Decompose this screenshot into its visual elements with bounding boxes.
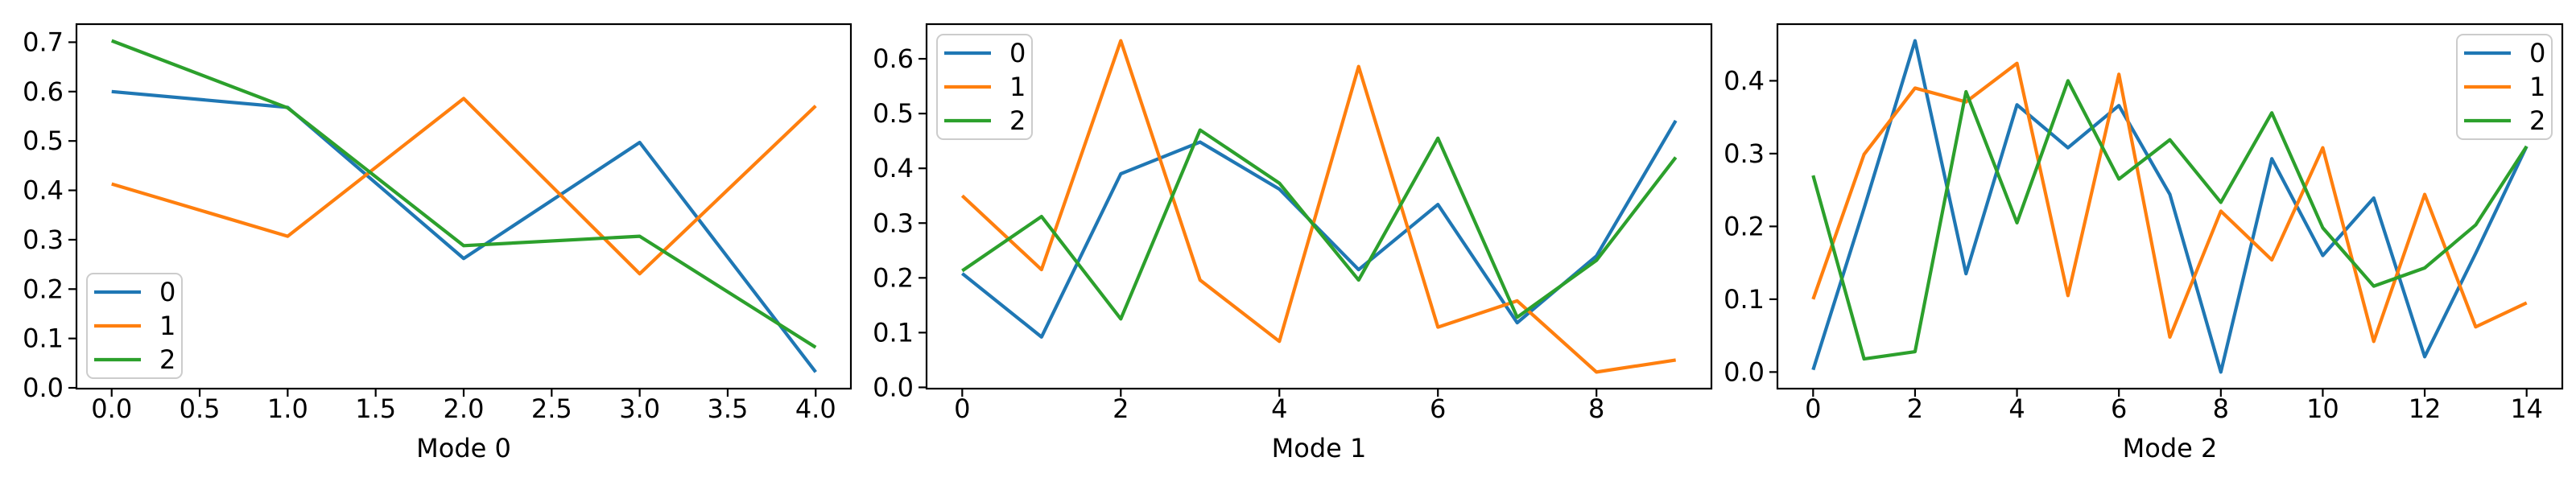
axes-face bbox=[76, 24, 851, 389]
legend: 0 12 bbox=[936, 34, 1033, 140]
y-tick-label: 0.4 bbox=[1724, 65, 1765, 96]
x-tick-label: 4 bbox=[1271, 393, 1287, 424]
y-tick-label: 0.3 bbox=[1724, 138, 1765, 169]
series-1-line bbox=[960, 39, 1676, 374]
x-tick-label: 4 bbox=[2008, 393, 2025, 424]
y-tick-label: 0.5 bbox=[23, 126, 64, 156]
x-tick-label: 0 bbox=[954, 393, 970, 424]
subplot-mode-0: 0.0 0.5 1.0 1.5 2.0 2.5 3.0 3.5 4.0 0.0 0.1 0.2 0.3 0… bbox=[23, 23, 852, 463]
y-tick-label: 0.1 bbox=[873, 317, 914, 348]
series-0-line bbox=[1811, 39, 2529, 374]
x-tick-label: 2.5 bbox=[531, 393, 572, 424]
y-tick-label: 0.2 bbox=[23, 274, 64, 304]
series-2-line bbox=[110, 39, 817, 349]
x-tick-label: 3.5 bbox=[708, 393, 749, 424]
x-tick-label: 6 bbox=[2111, 393, 2127, 424]
series-2-line bbox=[1811, 79, 2529, 361]
x-tick-label: 0 bbox=[1805, 393, 1821, 424]
x-axis-label: Mode 0 bbox=[416, 433, 511, 463]
x-tick-label: 6 bbox=[1430, 393, 1446, 424]
y-tick-label: 0.5 bbox=[873, 98, 914, 129]
y-tick-label: 0.4 bbox=[873, 153, 914, 183]
x-tick-label: 2 bbox=[1907, 393, 1923, 424]
legend-label-1: 1 bbox=[1009, 72, 1026, 102]
x-tick-label: 3.0 bbox=[619, 393, 660, 424]
legend: 0 12 bbox=[2456, 34, 2553, 140]
x-axis-label: Mode 2 bbox=[2123, 433, 2218, 463]
x-tick-label: 8 bbox=[2213, 393, 2229, 424]
legend-label-1: 1 bbox=[2529, 72, 2545, 102]
x-tick-label: 14 bbox=[2510, 393, 2543, 424]
series-1-line bbox=[1811, 61, 2528, 344]
x-tick-label: 12 bbox=[2409, 393, 2442, 424]
series-1-line bbox=[111, 97, 817, 276]
y-tick-label: 0.1 bbox=[23, 323, 64, 354]
legend: 0 12 bbox=[86, 273, 183, 379]
y-tick-label: 0.0 bbox=[873, 372, 914, 402]
y-tick-label: 0.0 bbox=[1724, 356, 1765, 387]
legend-label-2: 2 bbox=[1009, 105, 1026, 136]
y-tick-label: 0.4 bbox=[23, 175, 64, 206]
y-tick-label: 0.6 bbox=[873, 43, 914, 74]
axes-face bbox=[1777, 24, 2562, 389]
x-tick-label: 1.5 bbox=[355, 393, 396, 424]
legend-label-1: 1 bbox=[159, 311, 175, 341]
x-tick-label: 0.0 bbox=[91, 393, 132, 424]
y-tick-label: 0.1 bbox=[1724, 284, 1765, 315]
x-tick-label: 10 bbox=[2306, 393, 2339, 424]
x-tick-label: 4.0 bbox=[795, 393, 836, 424]
legend-label-0: 0 bbox=[159, 277, 175, 307]
y-tick-label: 0.7 bbox=[23, 27, 64, 57]
y-tick-label: 0.2 bbox=[873, 262, 914, 293]
y-tick-label: 0.2 bbox=[1724, 211, 1765, 241]
y-tick-label: 0.3 bbox=[873, 208, 914, 238]
x-tick-label: 2 bbox=[1113, 393, 1129, 424]
series-2-line bbox=[961, 128, 1678, 321]
axes-spines bbox=[1776, 23, 2564, 390]
legend-label-2: 2 bbox=[2529, 105, 2545, 136]
x-tick-label: 0.5 bbox=[180, 393, 221, 424]
y-tick-label: 0.6 bbox=[23, 76, 64, 107]
y-tick-label: 0.3 bbox=[23, 224, 64, 255]
legend-label-2: 2 bbox=[159, 344, 175, 375]
x-tick-label: 8 bbox=[1588, 393, 1604, 424]
legend-label-0: 0 bbox=[2529, 38, 2545, 68]
legend-label-0: 0 bbox=[1009, 38, 1026, 68]
y-tick-label: 0.0 bbox=[23, 373, 64, 403]
axes-spines bbox=[925, 23, 1713, 390]
x-tick-label: 1.0 bbox=[267, 393, 308, 424]
x-axis-label: Mode 1 bbox=[1272, 433, 1367, 463]
x-tick-label: 2.0 bbox=[444, 393, 485, 424]
